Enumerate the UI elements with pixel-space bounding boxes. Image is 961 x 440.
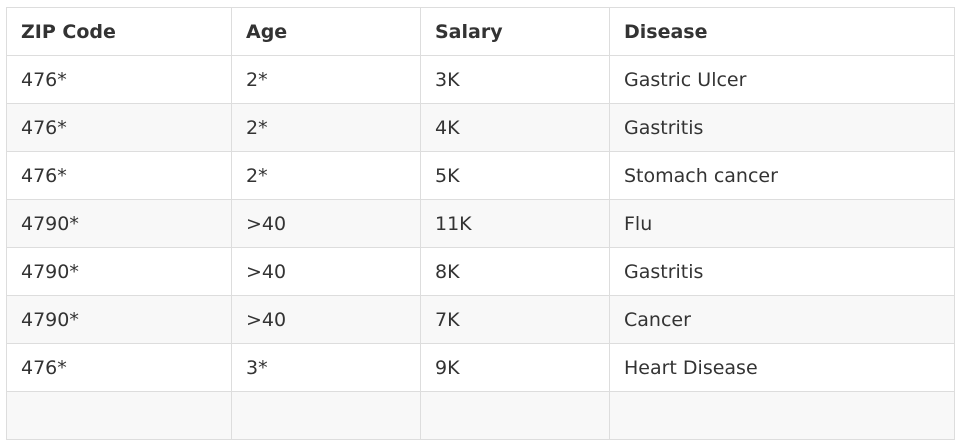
header-age: Age	[231, 7, 421, 56]
table-row: 4790* >40 11K Flu	[6, 199, 955, 248]
table-body: 476* 2* 3K Gastric Ulcer 476* 2* 4K Gast…	[6, 55, 955, 440]
cell-zip-code: 4790*	[6, 199, 232, 248]
table-row: 476* 2* 3K Gastric Ulcer	[6, 55, 955, 104]
cell-disease: Heart Disease	[609, 343, 955, 392]
cell-zip-code: 476*	[6, 103, 232, 152]
header-salary: Salary	[420, 7, 610, 56]
cell-zip-code	[6, 391, 232, 440]
cell-zip-code: 476*	[6, 55, 232, 104]
cell-salary: 3K	[420, 55, 610, 104]
cell-age: 2*	[231, 55, 421, 104]
header-row: ZIP Code Age Salary Disease	[6, 7, 955, 56]
cell-age	[231, 391, 421, 440]
table-row: 4790* >40 7K Cancer	[6, 295, 955, 344]
cell-salary: 11K	[420, 199, 610, 248]
cell-zip-code: 476*	[6, 151, 232, 200]
cell-disease	[609, 391, 955, 440]
table-row: 476* 3* 9K Heart Disease	[6, 343, 955, 392]
anonymized-records-table: ZIP Code Age Salary Disease 476* 2* 3K G…	[6, 7, 955, 440]
table-row: 4790* >40 8K Gastritis	[6, 247, 955, 296]
cell-age: 2*	[231, 151, 421, 200]
cell-salary: 8K	[420, 247, 610, 296]
table-row-partial	[6, 391, 955, 440]
cell-age: 3*	[231, 343, 421, 392]
cell-disease: Gastric Ulcer	[609, 55, 955, 104]
cell-disease: Flu	[609, 199, 955, 248]
table-row: 476* 2* 5K Stomach cancer	[6, 151, 955, 200]
header-zip-code: ZIP Code	[6, 7, 232, 56]
header-disease: Disease	[609, 7, 955, 56]
cell-age: >40	[231, 199, 421, 248]
cell-salary: 4K	[420, 103, 610, 152]
cell-salary	[420, 391, 610, 440]
cell-zip-code: 4790*	[6, 295, 232, 344]
cell-salary: 5K	[420, 151, 610, 200]
cell-age: >40	[231, 247, 421, 296]
cell-salary: 7K	[420, 295, 610, 344]
cell-disease: Gastritis	[609, 103, 955, 152]
table-row: 476* 2* 4K Gastritis	[6, 103, 955, 152]
cell-salary: 9K	[420, 343, 610, 392]
cell-zip-code: 4790*	[6, 247, 232, 296]
cell-disease: Cancer	[609, 295, 955, 344]
cell-age: 2*	[231, 103, 421, 152]
cell-disease: Stomach cancer	[609, 151, 955, 200]
cell-zip-code: 476*	[6, 343, 232, 392]
table-header: ZIP Code Age Salary Disease	[6, 7, 955, 56]
cell-disease: Gastritis	[609, 247, 955, 296]
cell-age: >40	[231, 295, 421, 344]
